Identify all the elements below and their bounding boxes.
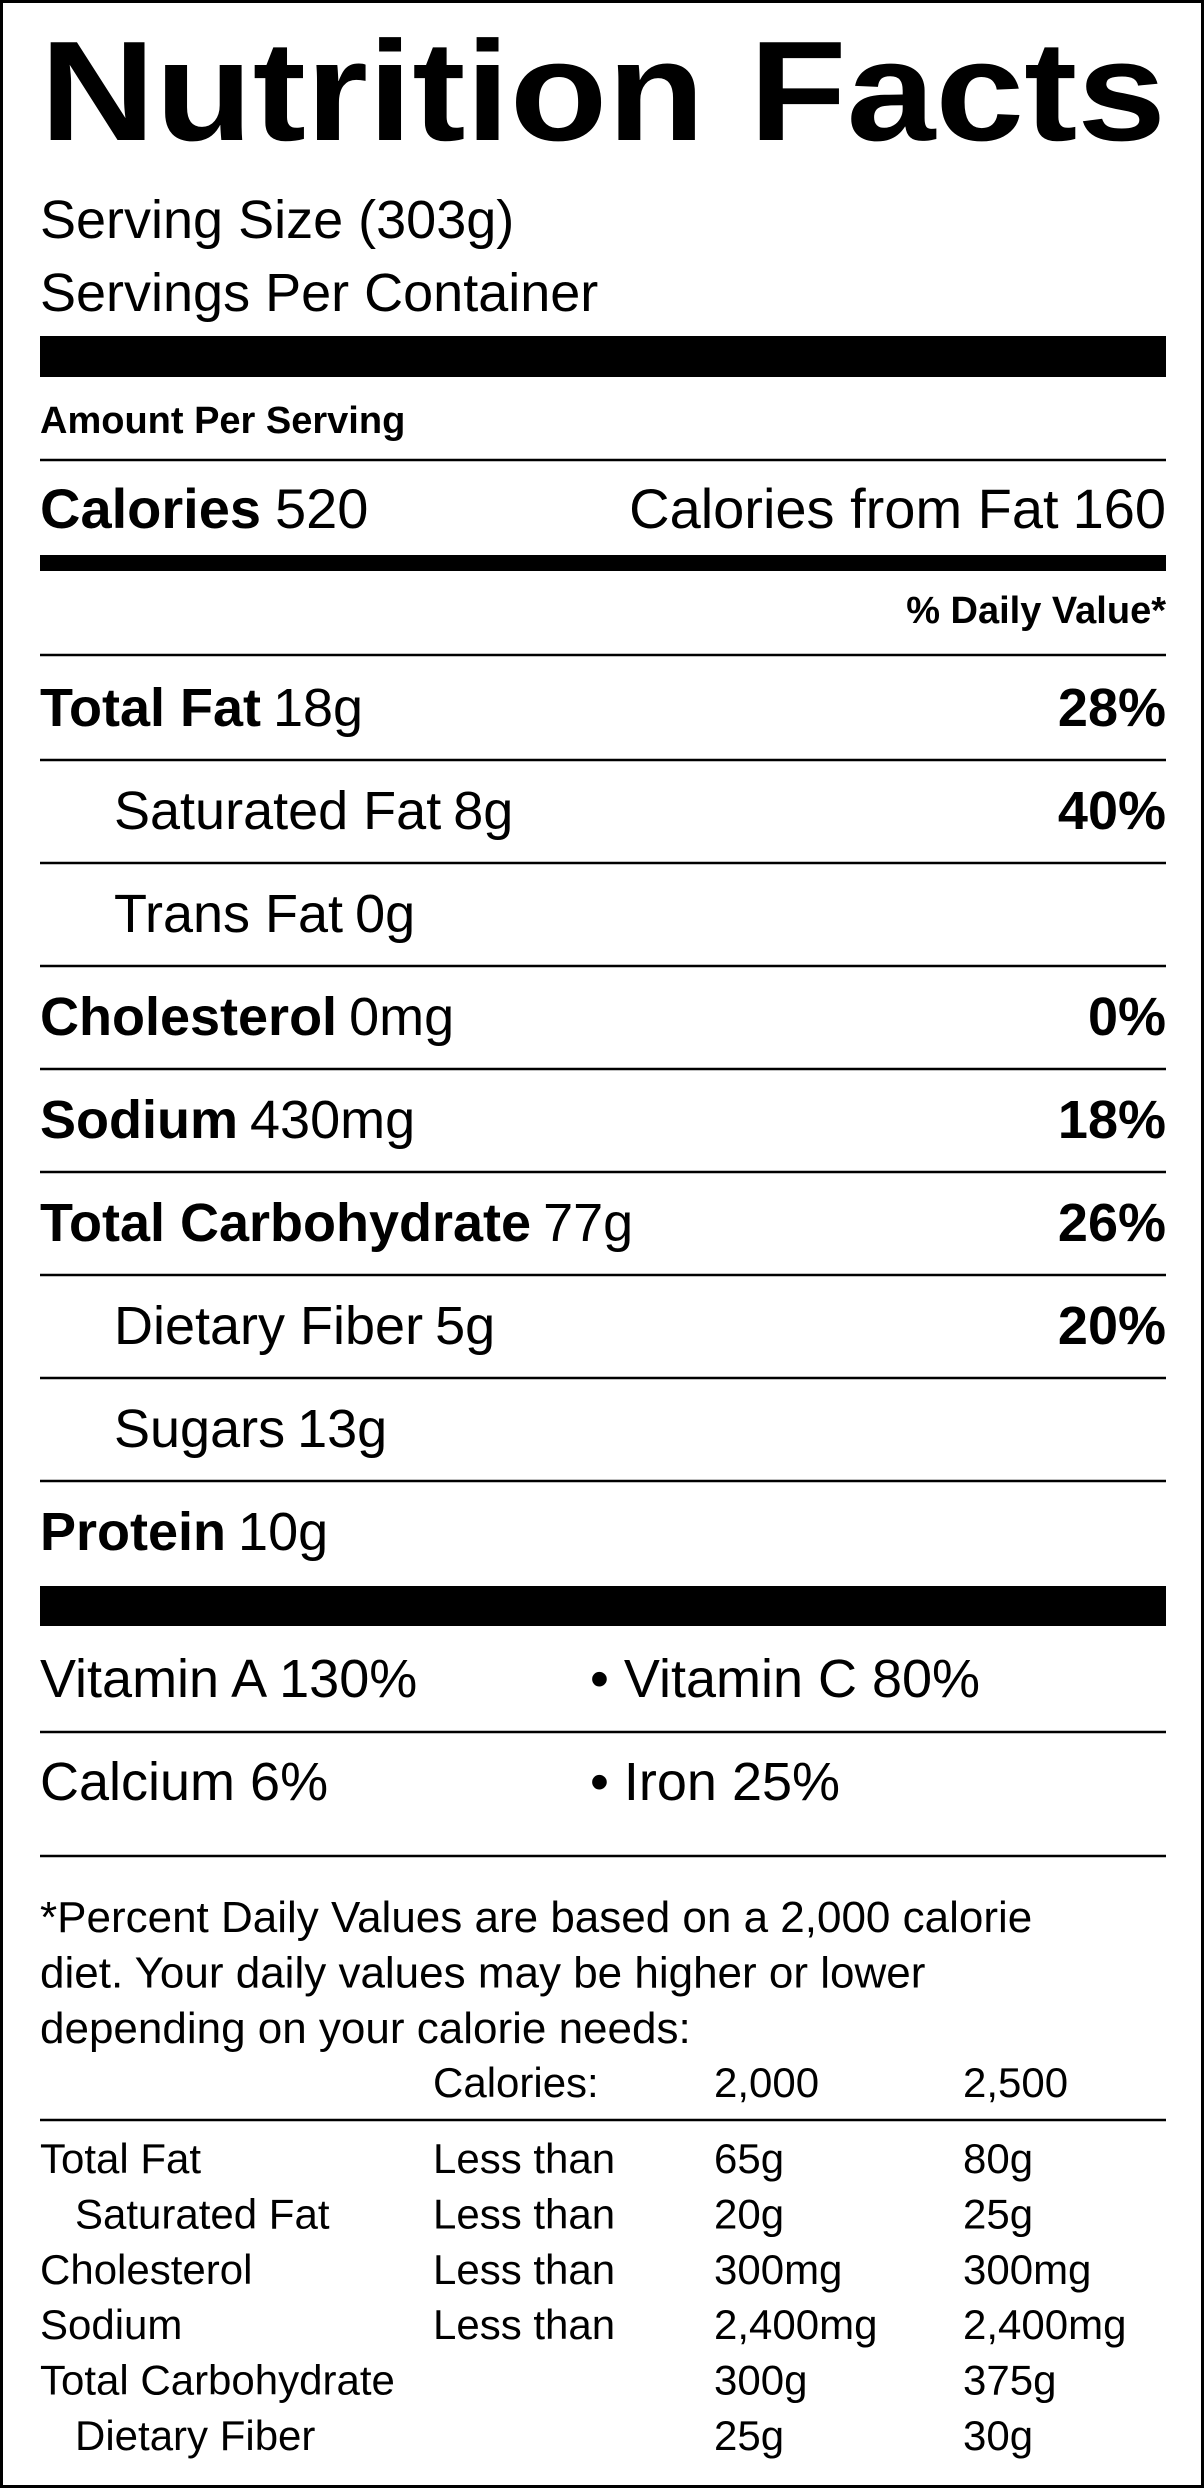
nutrient-name: Trans Fat [114,884,343,944]
table-value: 25g [714,2412,784,2459]
nutrient-amount: 8g [453,781,513,841]
table-value: 375g [963,2357,1056,2404]
nutrient-name: Sodium [40,1090,238,1150]
thick-bar [40,1586,1166,1626]
calories: Calories 520 [40,477,368,540]
nutrient-amount: 13g [297,1399,387,1459]
nutrient-amount: 5g [435,1296,495,1356]
daily-percent: 26% [1058,1193,1166,1253]
vitamin: Vitamin A 130% [40,1649,417,1709]
table-header-label: Calories: [433,2059,599,2106]
table-value: 2,400mg [714,2301,877,2348]
vitamin: • Vitamin C 80% [590,1649,980,1709]
vitamin: Calcium 6% [40,1752,328,1812]
serving-size: Serving Size (303g) [40,190,514,250]
calories-from-fat-value: 160 [1073,477,1166,540]
footnote-line: depending on your calorie needs: [40,2004,691,2053]
table-qualifier: Less than [433,2190,615,2237]
nutrient-amount: 18g [273,678,363,738]
table-value: 65g [714,2135,784,2182]
table-value: 300g [714,2357,807,2404]
nutrient-name: Protein [40,1502,226,1562]
table-value: 2,400mg [963,2301,1126,2348]
nutrient-row: Sodium 430mg [40,1090,415,1150]
table-name: Cholesterol [40,2246,252,2293]
table-qualifier: Less than [433,2246,615,2293]
table-name: Total Carbohydrate [40,2357,395,2404]
nutrient-amount: 0mg [349,987,454,1047]
calories-value: 520 [275,477,368,540]
table-value: 300mg [963,2246,1091,2293]
nutrient-amount: 77g [543,1193,633,1253]
nutrient-amount: 0g [355,884,415,944]
nutrient-amount: 430mg [250,1090,415,1150]
daily-percent: 40% [1058,781,1166,841]
nutrient-row: Trans Fat 0g [114,884,415,944]
daily-percent: 0% [1088,987,1166,1047]
nutrient-name: Total Carbohydrate [40,1193,531,1253]
table-qualifier: Less than [433,2301,615,2348]
nutrient-amount: 10g [238,1502,328,1562]
nutrient-row: Sugars 13g [114,1399,387,1459]
table-name: Dietary Fiber [75,2412,315,2459]
table-qualifier: Less than [433,2135,615,2182]
nutrient-name: Sugars [114,1399,285,1459]
vitamin: • Iron 25% [590,1752,840,1812]
nutrient-row: Protein 10g [40,1502,328,1562]
nutrient-row: Saturated Fat 8g [114,781,513,841]
daily-percent: 18% [1058,1090,1166,1150]
nutrient-name: Saturated Fat [114,781,441,841]
calories-from-fat-label: Calories from Fat [629,477,1059,540]
daily-percent: 28% [1058,678,1166,738]
nutrient-row: Total Fat 18g [40,678,363,738]
table-value: 25g [963,2190,1033,2237]
nutrient-row: Dietary Fiber 5g [114,1296,495,1356]
nutrient-name: Dietary Fiber [114,1296,423,1356]
footnote-line: *Percent Daily Values are based on a 2,0… [40,1893,1032,1942]
thick-bar [40,336,1166,377]
medium-bar [40,555,1166,571]
nutrient-name: Cholesterol [40,987,337,1047]
servings-per-container: Servings Per Container [40,263,598,323]
table-header-col: 2,000 [714,2059,819,2106]
calories-label: Calories [40,477,261,540]
footnote-line: diet. Your daily values may be higher or… [40,1949,925,1998]
nutrient-row: Cholesterol 0mg [40,987,454,1047]
table-header-col: 2,500 [963,2059,1068,2106]
calories-from-fat: Calories from Fat 160 [629,477,1166,540]
table-value: 30g [963,2412,1033,2459]
table-value: 80g [963,2135,1033,2182]
amount-per-serving: Amount Per Serving [40,400,405,442]
table-name: Sodium [40,2301,182,2348]
title: Nutrition Facts [40,12,1166,171]
table-name: Saturated Fat [75,2190,330,2237]
nutrient-row: Total Carbohydrate 77g [40,1193,633,1253]
daily-value-header: % Daily Value* [906,590,1166,632]
nutrient-name: Total Fat [40,678,261,738]
table-name: Total Fat [40,2135,201,2182]
daily-percent: 20% [1058,1296,1166,1356]
table-value: 20g [714,2190,784,2237]
table-value: 300mg [714,2246,842,2293]
